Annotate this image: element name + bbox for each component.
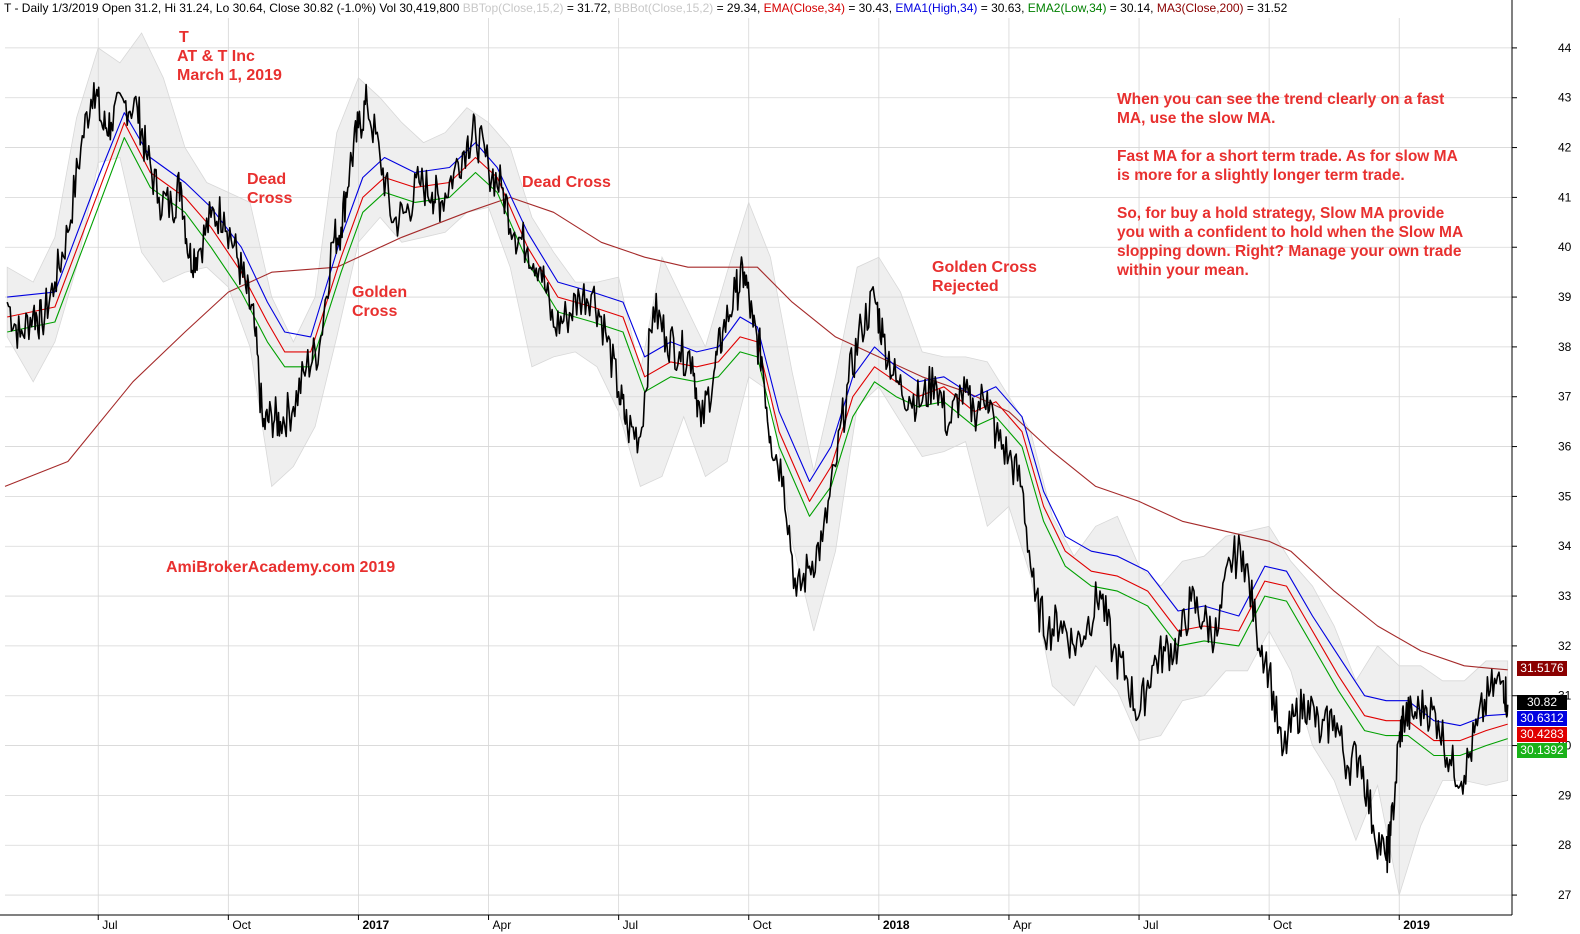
header-ema-value: = 30.43, [844, 1, 896, 15]
x-tick-label: Apr [493, 918, 512, 932]
x-tick-label: 2019 [1403, 918, 1430, 932]
header-bbtop-value: = 31.72, [563, 1, 614, 15]
header-bbbot-label: BBBot(Close,15,2) [613, 1, 714, 15]
x-tick-label: Jul [102, 918, 117, 932]
annotation-golden-rejected-b: Rejected [932, 278, 999, 295]
note-line: slopping down. Right? Manage your own tr… [1117, 243, 1462, 260]
price-label-ma3: 31.5176 [1517, 661, 1567, 676]
series-ma3 [4, 196, 1508, 671]
header-ema2-label: EMA2(Low,34) [1027, 1, 1107, 15]
axes [0, 0, 1513, 916]
y-tick-label: 27 [1558, 888, 1572, 902]
x-tick-label: Oct [232, 918, 251, 932]
series-close [6, 82, 1509, 874]
y-tick-label: 44 [1558, 41, 1572, 55]
x-tick-label: Oct [753, 918, 772, 932]
header-ema-label: EMA(Close,34) [763, 1, 845, 15]
chart-header: T - Daily 1/3/2019 Open 31.2, Hi 31.24, … [4, 1, 1287, 15]
series-ema2 [7, 137, 1508, 757]
y-tick-label: 32 [1558, 639, 1572, 653]
annotation-golden-cross-1b: Cross [352, 303, 398, 320]
y-tick-label: 36 [1558, 440, 1572, 454]
y-tick-label: 43 [1558, 91, 1572, 105]
note-line: is more for a slightly longer term trade… [1117, 167, 1405, 184]
header-bbtop-label: BBTop(Close,15,2) [462, 1, 564, 15]
ema1-line [7, 112, 1508, 727]
note-line: When you can see the trend clearly on a … [1117, 91, 1445, 108]
y-tick-label: 40 [1558, 240, 1572, 254]
note-line: Fast MA for a short term trade. As for s… [1117, 148, 1458, 165]
annotation-golden-rejected-a: Golden Cross [932, 259, 1037, 276]
y-tick-label: 28 [1558, 838, 1572, 852]
grid-lines [5, 18, 1512, 915]
y-tick-label: 42 [1558, 141, 1572, 155]
y-tick-label: 38 [1558, 340, 1572, 354]
annotation-dead-cross-1a: Dead [247, 171, 287, 188]
price-label-ema2: 30.1392 [1517, 743, 1567, 758]
y-tick-label: 34 [1558, 539, 1572, 553]
annotation-dead-cross-2: Dead Cross [522, 174, 611, 191]
price-label-ema: 30.4283 [1517, 727, 1567, 742]
series-ema [7, 122, 1508, 742]
note-line: within your mean. [1117, 262, 1249, 279]
x-tick-label: Oct [1273, 918, 1292, 932]
y-tick-label: 33 [1558, 589, 1572, 603]
annotation-golden-cross-1a: Golden [352, 284, 408, 301]
annotation-company: AT & T Inc [177, 48, 255, 65]
annotation-dead-cross-1b: Cross [247, 190, 293, 207]
y-axis-ticks: 272829303132333435363738394041424344 [1512, 41, 1572, 902]
header-ema1-value: = 30.63, [977, 1, 1028, 15]
watermark: AmiBrokerAcademy.com 2019 [166, 559, 396, 576]
series-ema1 [7, 112, 1508, 727]
annotation-ticker: T [179, 29, 189, 46]
y-tick-label: 39 [1558, 290, 1572, 304]
x-tick-label: 2018 [883, 918, 910, 932]
note-line: So, for buy a hold strategy, Slow MA pro… [1117, 205, 1445, 222]
header-ma3-value: = 31.52 [1243, 1, 1288, 15]
y-tick-label: 29 [1558, 788, 1572, 802]
header-prefix: T - Daily 1/3/2019 Open 31.2, Hi 31.24, … [4, 1, 460, 15]
header-bbbot-value: = 29.34, [713, 1, 764, 15]
ema2-line [7, 137, 1508, 757]
header-ma3-label: MA3(Close,200) [1156, 1, 1244, 15]
x-tick-label: Jul [1143, 918, 1158, 932]
x-tick-label: 2017 [362, 918, 389, 932]
note-line [1117, 128, 1463, 147]
note-block: When you can see the trend clearly on a … [1117, 90, 1463, 280]
note-line: MA, use the slow MA. [1117, 110, 1276, 127]
annotation-date: March 1, 2019 [177, 67, 282, 84]
header-ema2-value: = 30.14, [1106, 1, 1157, 15]
header-ema1-label: EMA1(High,34) [895, 1, 978, 15]
x-tick-label: Jul [623, 918, 638, 932]
ma3-line [4, 196, 1508, 671]
note-line: you with a confident to hold when the Sl… [1117, 224, 1464, 241]
y-tick-label: 41 [1558, 190, 1572, 204]
price-line [6, 82, 1509, 874]
ema-line [7, 122, 1508, 742]
x-axis-ticks: Jul Oct 2017 Apr Jul Oct 2018 Apr Jul Oct 2019 [97, 915, 1430, 932]
y-tick-label: 37 [1558, 390, 1572, 404]
y-tick-label: 35 [1558, 489, 1572, 503]
price-label-close: 30.82 [1517, 695, 1567, 710]
x-tick-label: Apr [1013, 918, 1032, 932]
note-line [1117, 185, 1463, 204]
price-label-ema1: 30.6312 [1517, 711, 1567, 726]
